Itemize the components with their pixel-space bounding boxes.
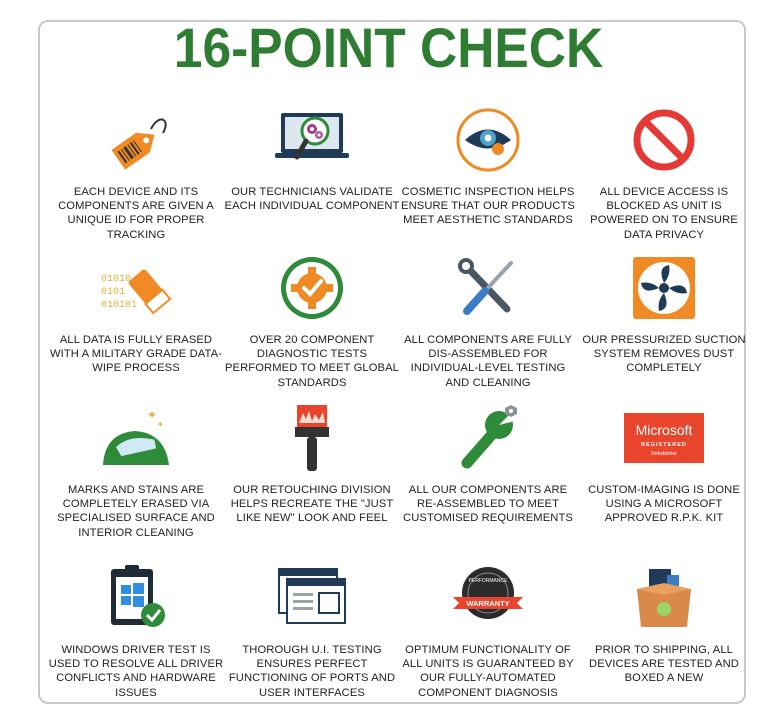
svg-text:✦: ✦	[157, 420, 164, 429]
infographic-frame	[38, 20, 746, 704]
clipboard-windows-check-icon	[99, 563, 173, 633]
svg-text:✦: ✦	[147, 408, 157, 422]
svg-text:WARRANTY: WARRANTY	[466, 599, 509, 608]
check-item-text: ALL COMPONENTS ARE FULLY DIS-ASSEMBLED F…	[404, 334, 572, 389]
binary-text: 010101	[101, 300, 137, 311]
svg-text:PERFORMANCE: PERFORMANCE	[469, 578, 509, 584]
check-item-text: COSMETIC INSPECTION HELPS ENSURE THAT OU…	[401, 186, 575, 227]
browser-windows-icon	[275, 563, 349, 633]
check-item-text: OUR RETOUCHING DIVISION HELPS RECREATE T…	[230, 484, 394, 525]
hand-cleaning-icon: ✦ ✦	[99, 403, 173, 473]
shipping-box-icon	[627, 563, 701, 633]
checklist-grid: EACH DEVICE AND ITS COMPONENTS ARE GIVEN…	[48, 105, 746, 699]
fan-icon	[627, 253, 701, 323]
wrench-screwdriver-icon	[451, 253, 525, 323]
eye-inspection-icon	[451, 105, 525, 175]
check-item-text: OPTIMUM FUNCTIONALITY OF ALL UNITS IS GU…	[402, 644, 574, 699]
warranty-badge-icon: PERFORMANCE WARRANTY	[451, 563, 525, 633]
check-item-text: WINDOWS DRIVER TEST IS USED TO RESOLVE A…	[48, 644, 224, 699]
check-item-text: ALL DATA IS FULLY ERASED WITH A MILITARY…	[50, 334, 222, 375]
svg-text:REGISTERED: REGISTERED	[641, 442, 687, 448]
price-tag-icon	[99, 105, 173, 175]
check-item-text: PRIOR TO SHIPPING, ALL DEVICES ARE TESTE…	[589, 644, 739, 685]
binary-text: 01010	[101, 274, 131, 285]
svg-text:Refurbisher: Refurbisher	[651, 451, 677, 457]
page-title: 16-POINT CHECK	[173, 16, 604, 79]
check-item-text: OUR PRESSURIZED SUCTION SYSTEM REMOVES D…	[582, 334, 746, 375]
svg-text:Microsoft: Microsoft	[636, 422, 693, 438]
laptop-magnifier-gears-icon	[275, 105, 349, 175]
check-item-text: OVER 20 COMPONENT DIAGNOSTIC TESTS PERFO…	[225, 334, 399, 389]
check-item-text: THOROUGH U.I. TESTING ENSURES PERFECT FU…	[228, 644, 396, 699]
paintbrush-icon	[275, 403, 349, 473]
check-item-text: MARKS AND STAINS ARE COMPLETELY ERASED V…	[57, 484, 215, 539]
check-item-text: CUSTOM-IMAGING IS DONE USING A MICROSOFT…	[588, 484, 740, 525]
check-item-text: ALL DEVICE ACCESS IS BLOCKED AS UNIT IS …	[590, 186, 738, 241]
wrench-bolt-icon	[451, 403, 525, 473]
check-item-text: OUR TECHNICIANS VALIDATE EACH INDIVIDUAL…	[224, 186, 400, 213]
check-item-text: EACH DEVICE AND ITS COMPONENTS ARE GIVEN…	[58, 186, 214, 241]
eraser-binary-icon: 01010 0101 010101	[99, 253, 173, 323]
binary-text: 0101	[101, 287, 125, 298]
microsoft-registered-logo-icon: Microsoft REGISTERED Refurbisher	[624, 403, 704, 473]
check-item-text: ALL OUR COMPONENTS ARE RE-ASSEMBLED TO M…	[403, 484, 573, 525]
gear-check-icon	[275, 253, 349, 323]
blocked-icon	[627, 105, 701, 175]
